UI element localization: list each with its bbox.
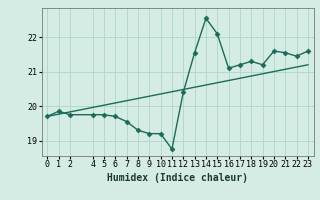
X-axis label: Humidex (Indice chaleur): Humidex (Indice chaleur) bbox=[107, 173, 248, 183]
